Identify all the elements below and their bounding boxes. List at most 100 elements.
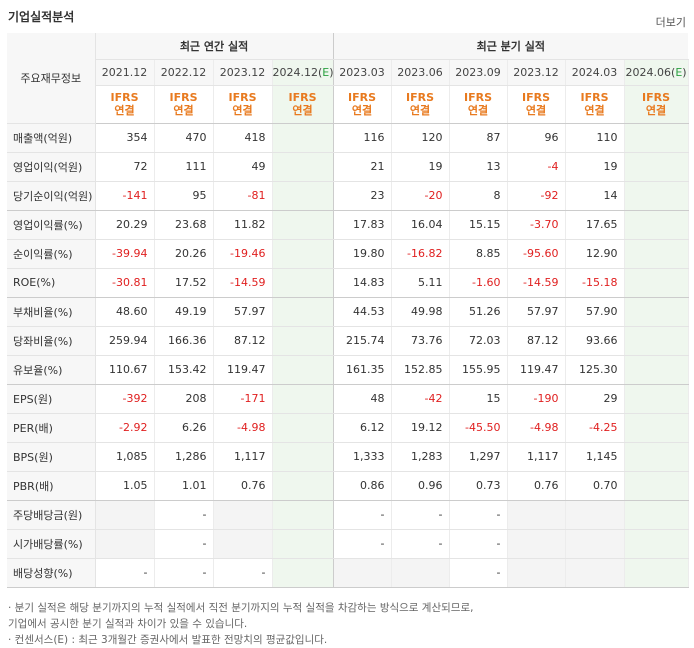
table-cell: 215.74: [333, 326, 392, 356]
table-cell: 1,117: [507, 442, 566, 472]
table-cell: [624, 326, 689, 356]
section-title: 기업실적분석: [8, 10, 75, 24]
table-cell: -39.94: [95, 239, 155, 269]
ifrs-label: IFRS: [464, 91, 493, 104]
table-cell: 111: [154, 152, 214, 182]
consolidated-label: 연결: [584, 104, 605, 117]
table-cell: 11.82: [213, 210, 273, 240]
table-cell: 8: [449, 181, 508, 211]
table-cell: [565, 529, 625, 559]
table-cell: 49.19: [154, 297, 214, 327]
table-row: PBR(배) 1.05 1.01 0.76 0.86 0.96 0.73 0.76 0.70: [7, 471, 689, 501]
ifrs-label: IFRS: [169, 91, 198, 104]
consolidated-label: 연결: [232, 104, 253, 117]
ifrs-basis: IFRS 연결: [391, 85, 450, 124]
period-header: 2023.06: [391, 59, 450, 86]
table-cell: 1.01: [154, 471, 214, 501]
table-cell: [507, 500, 566, 530]
table-cell: -3.70: [507, 210, 566, 240]
row-label: 순이익률(%): [7, 239, 96, 269]
period-header: 2023.03: [333, 59, 392, 86]
table-cell: -16.82: [391, 239, 450, 269]
more-link[interactable]: 더보기: [655, 16, 686, 29]
table-cell: 1,085: [95, 442, 155, 472]
table-cell: 208: [154, 384, 214, 414]
table-cell: 259.94: [95, 326, 155, 356]
table-cell: 12.90: [565, 239, 625, 269]
table-cell: 96: [507, 123, 566, 153]
note-line-1: · 분기 실적은 해당 분기까지의 누적 실적에서 직전 분기까지의 누적 실적…: [8, 602, 474, 614]
ifrs-basis: IFRS 연결: [507, 85, 566, 124]
financial-table: 주요재무정보 최근 연간 실적 최근 분기 실적 2021.12 2022.12 2023…: [7, 33, 689, 588]
table-cell: 125.30: [565, 355, 625, 385]
table-cell: -: [154, 558, 214, 588]
table-cell: [95, 529, 155, 559]
ifrs-basis: IFRS 연결: [154, 85, 214, 124]
table-cell: -15.18: [565, 268, 625, 298]
table-cell: 57.90: [565, 297, 625, 327]
table-row: BPS(원) 1,085 1,286 1,117 1,333 1,283 1,297 1,11…: [7, 442, 689, 472]
table-row: 유보율(%) 110.67 153.42 119.47 161.35 152.85 155.…: [7, 355, 689, 385]
annual-group-header: 최근 연간 실적: [95, 33, 334, 60]
table-cell: 72.03: [449, 326, 508, 356]
table-cell: 17.83: [333, 210, 392, 240]
table-cell: -141: [95, 181, 155, 211]
table-cell: [507, 558, 566, 588]
table-cell: -171: [213, 384, 273, 414]
table-cell: 1,297: [449, 442, 508, 472]
table-cell: [333, 558, 392, 588]
table-cell: 87.12: [507, 326, 566, 356]
row-label: EPS(원): [7, 384, 96, 414]
table-cell: 87: [449, 123, 508, 153]
ifrs-label: IFRS: [642, 91, 671, 104]
period-label-close: ): [682, 65, 687, 79]
estimate-mark: E: [675, 65, 683, 79]
table-cell: -95.60: [507, 239, 566, 269]
table-cell: 49: [213, 152, 273, 182]
table-row: 영업이익(억원) 72 111 49 21 19 13 -4 19: [7, 152, 689, 182]
row-label: 영업이익(억원): [7, 152, 96, 182]
row-label: 매출액(억원): [7, 123, 96, 153]
note-line-2: 기업에서 공시한 분기 실적과 차이가 있을 수 있습니다.: [8, 618, 248, 630]
table-cell: 51.26: [449, 297, 508, 327]
table-cell: [624, 181, 689, 211]
table-cell: 57.97: [213, 297, 273, 327]
table-cell: 119.47: [213, 355, 273, 385]
row-label: 배당성향(%): [7, 558, 96, 588]
ifrs-basis: IFRS 연결: [95, 85, 155, 124]
table-cell: [624, 123, 689, 153]
table-cell: 20.26: [154, 239, 214, 269]
table-cell: 17.65: [565, 210, 625, 240]
table-row: 당좌비율(%) 259.94 166.36 87.12 215.74 73.76 72.03…: [7, 326, 689, 356]
consolidated-label: 연결: [114, 104, 135, 117]
ifrs-basis: IFRS 연결: [449, 85, 508, 124]
table-cell: 57.97: [507, 297, 566, 327]
table-row: 순이익률(%) -39.94 20.26 -19.46 19.80 -16.82 8.85-…: [7, 239, 689, 269]
table-cell: 0.76: [213, 471, 273, 501]
table-cell: -20: [391, 181, 450, 211]
table-cell: -: [154, 500, 214, 530]
table-cell: -: [333, 500, 392, 530]
table-cell: -392: [95, 384, 155, 414]
table-cell: 72: [95, 152, 155, 182]
table-cell: [272, 442, 334, 472]
table-cell: [272, 500, 334, 530]
table-cell: -19.46: [213, 239, 273, 269]
table-row: 주당배당금(원) - - - -: [7, 500, 689, 530]
table-cell: 1,117: [213, 442, 273, 472]
table-cell: [624, 500, 689, 530]
table-cell: 470: [154, 123, 214, 153]
table-cell: 1,283: [391, 442, 450, 472]
table-cell: 418: [213, 123, 273, 153]
table-cell: -42: [391, 384, 450, 414]
row-label: 당좌비율(%): [7, 326, 96, 356]
table-row: EPS(원) -392 208 -171 48 -42 15 -190 29: [7, 384, 689, 414]
table-cell: -1.60: [449, 268, 508, 298]
table-cell: -4.25: [565, 413, 625, 443]
table-cell: [624, 268, 689, 298]
consolidated-label: 연결: [292, 104, 313, 117]
table-cell: 29: [565, 384, 625, 414]
table-row: 배당성향(%) - - - -: [7, 558, 689, 588]
table-cell: 14.83: [333, 268, 392, 298]
table-cell: [624, 297, 689, 327]
